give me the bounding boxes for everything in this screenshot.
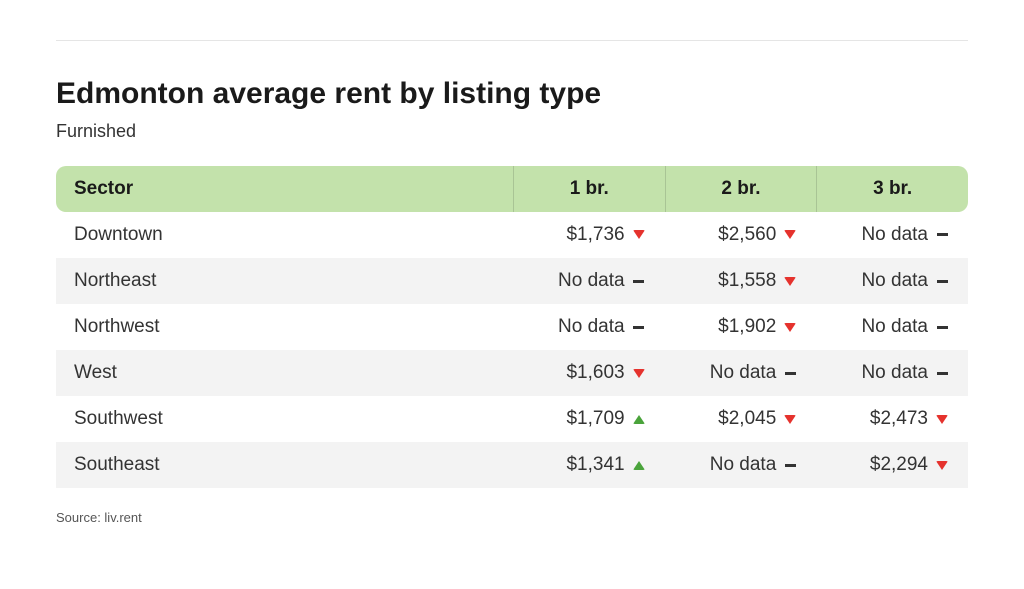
trend-none-icon xyxy=(934,362,950,384)
table-row: Southeast $1,341 No data $2,294 xyxy=(56,442,968,488)
col-3br: 3 br. xyxy=(816,166,968,212)
trend-down-icon xyxy=(782,408,798,430)
trend-none-icon xyxy=(631,316,647,338)
sector-cell: Southwest xyxy=(56,396,513,442)
col-1br: 1 br. xyxy=(513,166,665,212)
value-cell: $1,603 xyxy=(513,350,665,396)
trend-none-icon xyxy=(631,270,647,292)
value-text: No data xyxy=(858,224,928,246)
value-text: $1,902 xyxy=(706,316,776,338)
value-text: No data xyxy=(858,270,928,292)
value-text: No data xyxy=(555,270,625,292)
value-text: $1,736 xyxy=(555,224,625,246)
value-text: $1,558 xyxy=(706,270,776,292)
sector-cell: Northwest xyxy=(56,304,513,350)
table-header-row: Sector 1 br. 2 br. 3 br. xyxy=(56,166,968,212)
value-cell: $2,560 xyxy=(665,212,817,258)
value-cell: $2,045 xyxy=(665,396,817,442)
value-text: $2,473 xyxy=(858,408,928,430)
value-cell: No data xyxy=(665,350,817,396)
rent-table: Sector 1 br. 2 br. 3 br. Downtown $1,736 $… xyxy=(56,166,968,488)
trend-none-icon xyxy=(934,270,950,292)
page-subtitle: Furnished xyxy=(56,121,968,142)
trend-none-icon xyxy=(782,362,798,384)
trend-down-icon xyxy=(782,270,798,292)
page-title: Edmonton average rent by listing type xyxy=(56,77,968,111)
trend-down-icon xyxy=(782,316,798,338)
value-cell: No data xyxy=(816,350,968,396)
value-text: No data xyxy=(555,316,625,338)
trend-down-icon xyxy=(934,454,950,476)
sector-cell: Downtown xyxy=(56,212,513,258)
value-cell: $2,294 xyxy=(816,442,968,488)
trend-none-icon xyxy=(934,316,950,338)
source-label: Source: liv.rent xyxy=(56,510,968,525)
top-divider xyxy=(56,40,968,41)
value-text: No data xyxy=(858,362,928,384)
value-text: No data xyxy=(706,454,776,476)
table-row: Northeast No data $1,558 No data xyxy=(56,258,968,304)
trend-down-icon xyxy=(782,224,798,246)
sector-cell: Southeast xyxy=(56,442,513,488)
col-2br: 2 br. xyxy=(665,166,817,212)
value-cell: No data xyxy=(816,304,968,350)
table-row: Southwest $1,709 $2,045 $2,473 xyxy=(56,396,968,442)
value-text: $1,709 xyxy=(555,408,625,430)
value-text: No data xyxy=(706,362,776,384)
value-cell: $1,709 xyxy=(513,396,665,442)
value-cell: $1,341 xyxy=(513,442,665,488)
value-text: No data xyxy=(858,316,928,338)
trend-down-icon xyxy=(631,224,647,246)
value-text: $1,603 xyxy=(555,362,625,384)
trend-none-icon xyxy=(782,454,798,476)
value-cell: No data xyxy=(665,442,817,488)
value-text: $1,341 xyxy=(555,454,625,476)
trend-up-icon xyxy=(631,408,647,430)
table-row: Downtown $1,736 $2,560 No data xyxy=(56,212,968,258)
sector-cell: Northeast xyxy=(56,258,513,304)
trend-none-icon xyxy=(934,224,950,246)
value-cell: No data xyxy=(816,212,968,258)
trend-down-icon xyxy=(631,362,647,384)
value-cell: No data xyxy=(816,258,968,304)
trend-up-icon xyxy=(631,454,647,476)
value-cell: $1,902 xyxy=(665,304,817,350)
trend-down-icon xyxy=(934,408,950,430)
table-row: West $1,603 No data No data xyxy=(56,350,968,396)
value-cell: $2,473 xyxy=(816,396,968,442)
table-row: Northwest No data $1,902 No data xyxy=(56,304,968,350)
value-text: $2,294 xyxy=(858,454,928,476)
col-sector: Sector xyxy=(56,166,513,212)
value-cell: $1,736 xyxy=(513,212,665,258)
value-text: $2,045 xyxy=(706,408,776,430)
value-cell: No data xyxy=(513,258,665,304)
value-text: $2,560 xyxy=(706,224,776,246)
table-body: Downtown $1,736 $2,560 No data Northeast No d… xyxy=(56,212,968,488)
sector-cell: West xyxy=(56,350,513,396)
value-cell: $1,558 xyxy=(665,258,817,304)
value-cell: No data xyxy=(513,304,665,350)
